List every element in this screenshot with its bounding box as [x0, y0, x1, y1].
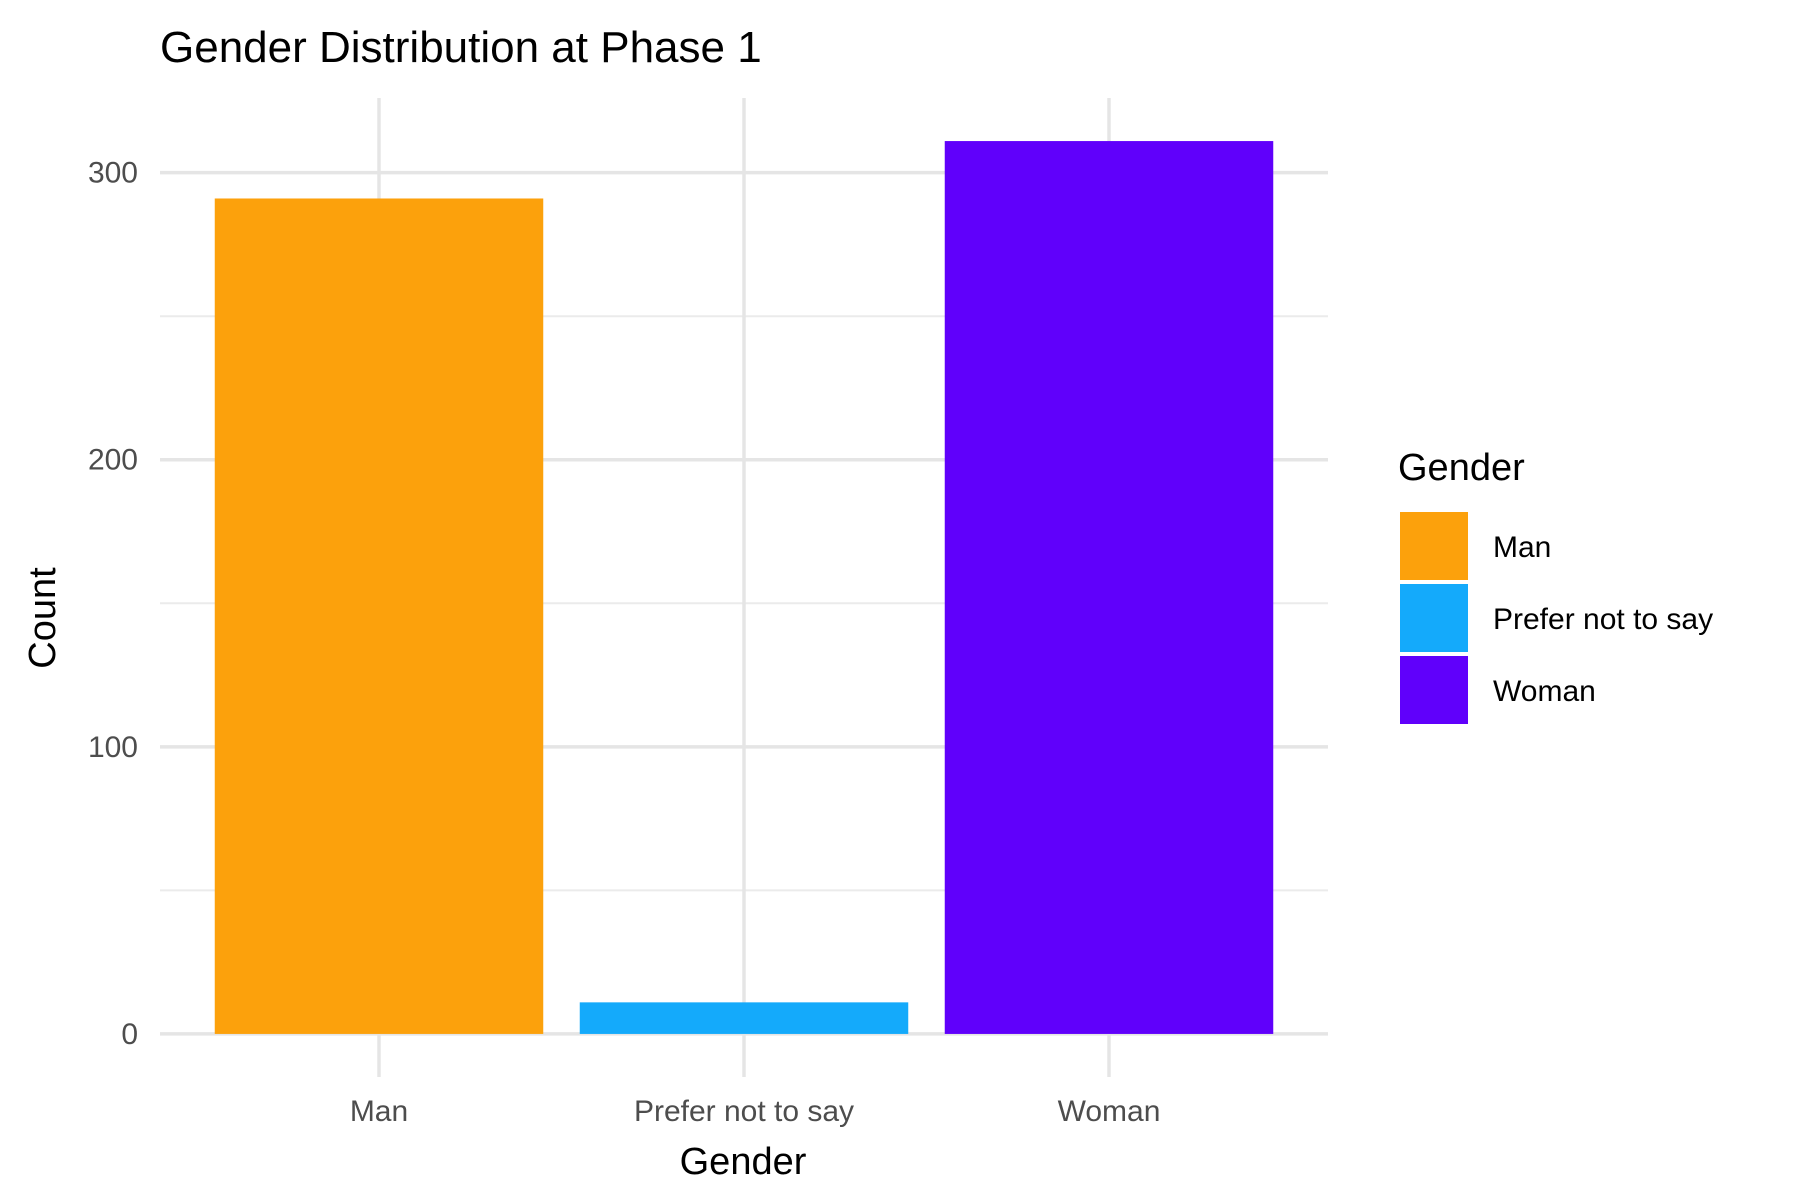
y-tick-label: 300	[88, 157, 138, 190]
y-axis-ticks: 0 100 200 300	[88, 157, 138, 1051]
x-tick-label: Prefer not to say	[634, 1095, 854, 1128]
legend-label: Woman	[1493, 675, 1596, 708]
bar-man	[214, 198, 544, 1034]
y-tick-label: 100	[88, 731, 138, 764]
legend-label: Man	[1493, 531, 1551, 564]
bars	[214, 141, 1274, 1034]
legend-swatch	[1400, 512, 1468, 580]
legend-swatch	[1400, 584, 1468, 652]
chart-title: Gender Distribution at Phase 1	[160, 23, 762, 72]
legend-label: Prefer not to say	[1493, 603, 1713, 636]
x-axis-title: Gender	[680, 1141, 807, 1183]
y-axis-title: Count	[22, 567, 64, 669]
x-axis-ticks: Man Prefer not to say Woman	[350, 1095, 1161, 1128]
legend-items: Man Prefer not to say Woman	[1400, 512, 1713, 724]
legend: Gender Man Prefer not to say Woman	[1398, 447, 1713, 724]
bar-prefer-not-to-say	[579, 1002, 909, 1034]
bar-woman	[944, 141, 1274, 1034]
y-tick-label: 0	[121, 1018, 138, 1051]
y-tick-label: 200	[88, 444, 138, 477]
x-tick-label: Man	[350, 1095, 408, 1128]
legend-swatch	[1400, 656, 1468, 724]
legend-title: Gender	[1398, 447, 1525, 489]
x-tick-label: Woman	[1058, 1095, 1161, 1128]
